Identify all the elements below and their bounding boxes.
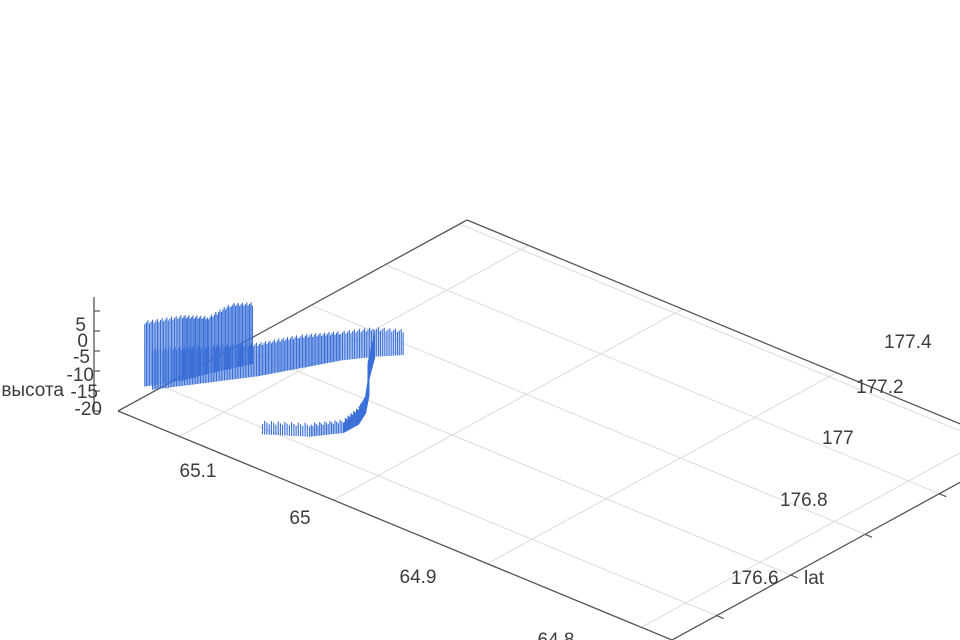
y-grid-line	[162, 386, 717, 617]
x-grid-line	[640, 452, 960, 628]
x-axis-line	[117, 410, 673, 640]
y-grid-line	[459, 223, 960, 432]
z-tick-label: -10	[67, 365, 94, 386]
y-axis-tick-labels: 176.6 176.8 177 177.2 177.4	[731, 332, 932, 589]
x-axis-tick-labels: 65.1 65 64.9 64.8	[180, 461, 575, 640]
y-axis-title: lat	[804, 568, 825, 589]
y-axis-line	[671, 481, 960, 640]
y-tick-label: 177.2	[856, 377, 904, 398]
z-tick-label: 0	[77, 331, 88, 352]
y-grid-line	[385, 264, 940, 495]
z-tick-label: -15	[71, 382, 98, 403]
floor-back-edge-line	[466, 219, 960, 425]
y-tick-label: 176.6	[731, 568, 779, 589]
z-tick-label: -5	[73, 347, 90, 368]
x-tick-label: 64.9	[400, 567, 437, 588]
z-tick-label: 5	[75, 315, 86, 336]
x-grid-line	[333, 308, 683, 501]
y-tick-mark	[790, 574, 799, 579]
x-tick-label: 65	[289, 508, 310, 529]
x-grid-line	[487, 372, 837, 565]
y-tick-mark	[939, 493, 947, 498]
y-tick-label: 177	[822, 428, 854, 449]
y-tick-mark	[716, 615, 724, 620]
y-tick-label: 176.8	[780, 490, 828, 511]
y-tick-mark	[864, 533, 873, 538]
z-axis-tick-labels: 5 0 -5 -10 -15 -20	[67, 315, 102, 420]
bars	[144, 302, 404, 437]
x-tick-label: 64.8	[538, 630, 575, 640]
z-tick-label: -20	[75, 399, 102, 420]
x-tick-label: 65.1	[180, 461, 217, 482]
y-tick-label: 177.4	[884, 332, 932, 353]
z-axis-title: высота	[1, 380, 64, 401]
y-grid-line	[236, 345, 792, 576]
